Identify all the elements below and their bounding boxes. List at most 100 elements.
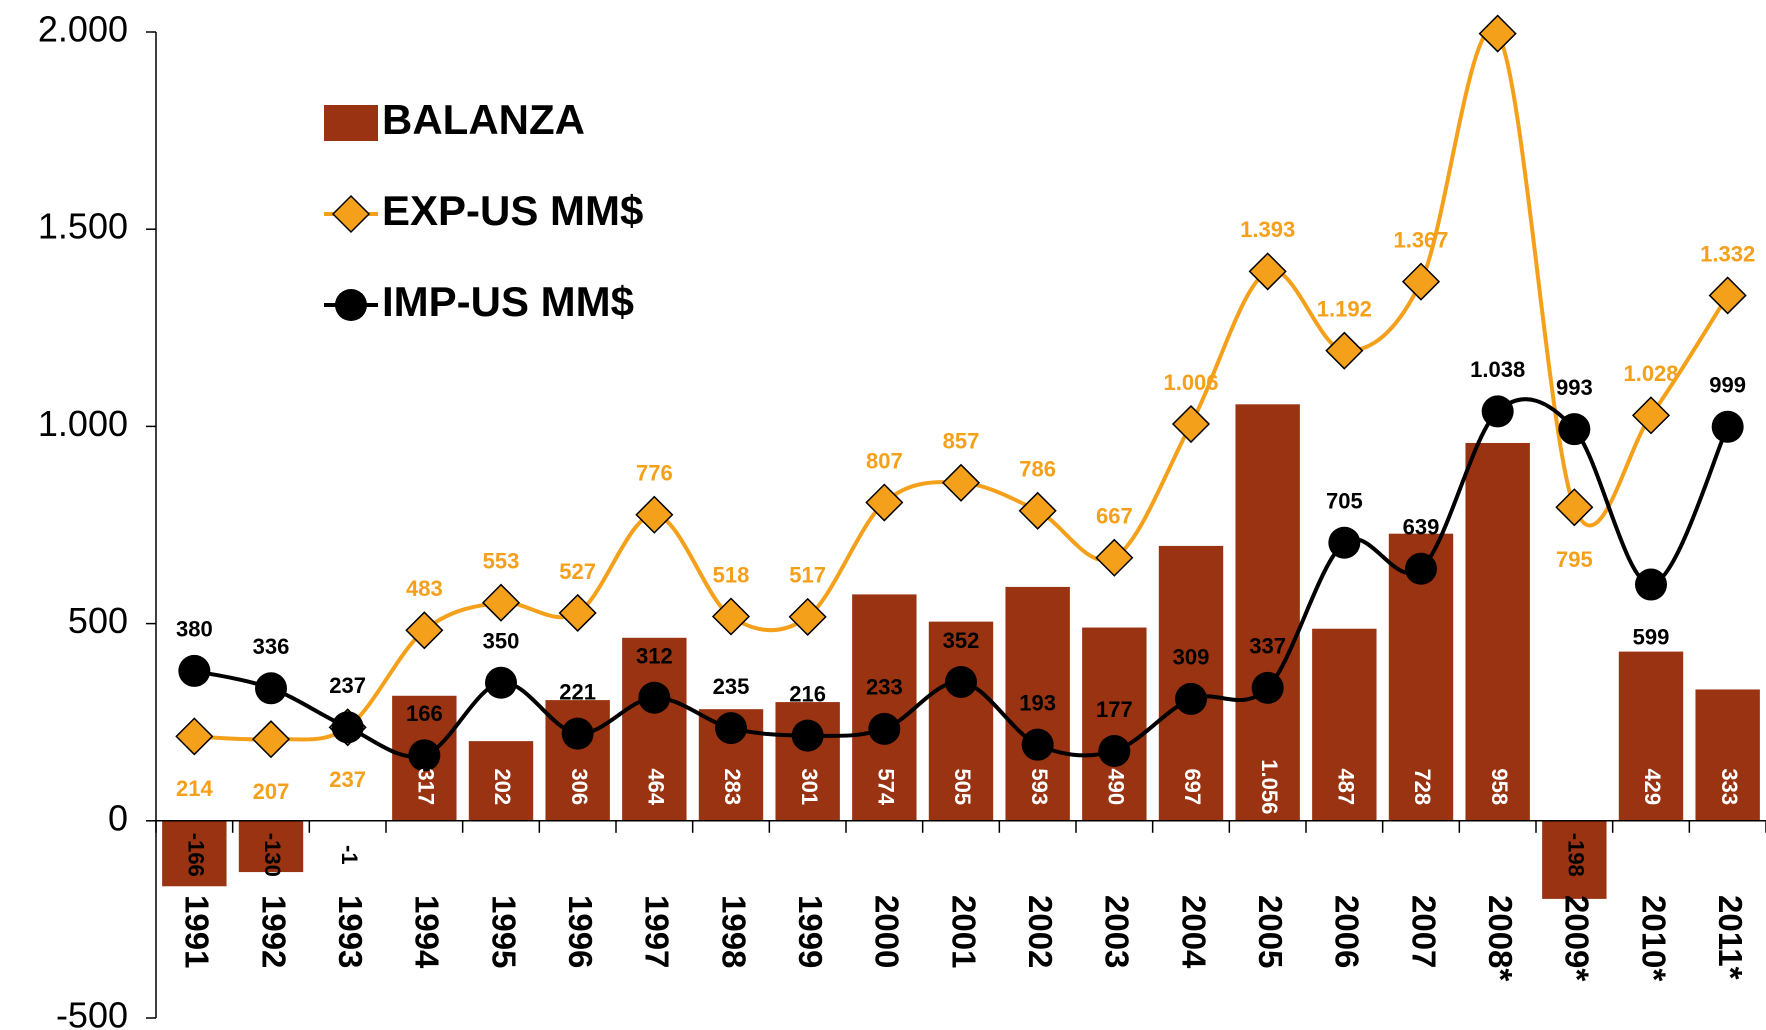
diamond-marker bbox=[1401, 262, 1441, 301]
x-tick-label: 1999 bbox=[792, 895, 829, 968]
diamond-marker bbox=[711, 597, 751, 636]
point-label: 786 bbox=[1019, 457, 1056, 482]
point-label: 1.996 bbox=[1470, 0, 1525, 4]
circle-marker bbox=[1021, 728, 1054, 761]
y-tick-label: 0 bbox=[108, 797, 128, 838]
bar bbox=[852, 594, 917, 821]
point-label: 193 bbox=[1019, 690, 1056, 715]
point-label: 483 bbox=[406, 576, 443, 601]
y-tick-label: 2.000 bbox=[38, 9, 128, 50]
diamond-marker bbox=[405, 611, 444, 650]
x-tick-label: 1993 bbox=[332, 895, 369, 968]
point-label: 237 bbox=[329, 673, 366, 698]
bar bbox=[1618, 651, 1684, 821]
point-label: 337 bbox=[1249, 634, 1286, 659]
bar-label: 697 bbox=[1180, 768, 1205, 805]
point-label: 237 bbox=[329, 767, 366, 792]
bar-label: 202 bbox=[490, 768, 515, 805]
circle-marker bbox=[1175, 682, 1207, 715]
bar-label: -130 bbox=[260, 833, 285, 877]
x-tick-label: 2005 bbox=[1252, 895, 1289, 968]
bar-label: 490 bbox=[1104, 768, 1129, 805]
diamond-marker bbox=[1631, 396, 1671, 435]
point-label: 312 bbox=[636, 644, 673, 669]
bar-label: 301 bbox=[797, 768, 822, 805]
point-label: 1.006 bbox=[1163, 370, 1218, 395]
point-label: 177 bbox=[1096, 697, 1133, 722]
y-tick-label: 500 bbox=[68, 600, 128, 641]
y-tick-label: 1.500 bbox=[38, 206, 128, 247]
point-label: 350 bbox=[483, 629, 520, 654]
circle-marker bbox=[561, 717, 594, 750]
point-label: 807 bbox=[866, 448, 903, 473]
point-label: 1.332 bbox=[1700, 241, 1755, 266]
circle-marker bbox=[791, 719, 824, 752]
circle-marker bbox=[638, 681, 671, 714]
point-label: 214 bbox=[176, 776, 213, 801]
bar-label: -1 bbox=[337, 845, 362, 865]
bar bbox=[1312, 628, 1377, 821]
point-label: 336 bbox=[253, 634, 290, 659]
point-label: 667 bbox=[1096, 504, 1133, 529]
point-label: 309 bbox=[1173, 645, 1210, 670]
point-label: 999 bbox=[1709, 373, 1746, 398]
x-tick-label: 2004 bbox=[1175, 895, 1212, 969]
diamond-marker bbox=[558, 593, 597, 633]
diamond-marker bbox=[788, 597, 827, 636]
circle-marker bbox=[868, 712, 901, 745]
diamond-marker bbox=[175, 717, 214, 756]
point-label: 233 bbox=[866, 675, 903, 700]
x-tick-label: 2008* bbox=[1482, 895, 1519, 981]
circle-marker bbox=[1635, 568, 1667, 601]
circle-marker bbox=[178, 654, 211, 687]
circle-marker bbox=[1098, 734, 1131, 767]
circle-marker bbox=[1251, 671, 1284, 704]
bar-label: 317 bbox=[414, 768, 439, 805]
point-label: 993 bbox=[1556, 375, 1593, 400]
circle-marker bbox=[1328, 526, 1361, 559]
circle-marker bbox=[715, 712, 747, 745]
bar-label: -198 bbox=[1564, 833, 1589, 877]
point-label: 517 bbox=[789, 563, 826, 588]
legend-swatch bbox=[324, 105, 378, 141]
diamond-marker bbox=[1248, 252, 1287, 291]
bar bbox=[162, 820, 227, 887]
point-label: 221 bbox=[559, 679, 596, 704]
x-tick-label: 2003 bbox=[1099, 895, 1136, 968]
bar-label: -166 bbox=[184, 833, 209, 877]
legend-marker bbox=[335, 289, 367, 321]
bar bbox=[622, 637, 687, 821]
point-label: 166 bbox=[406, 701, 443, 726]
circle-marker bbox=[331, 711, 364, 744]
bar-label: 333 bbox=[1717, 768, 1742, 805]
x-tick-label: 1991 bbox=[179, 895, 216, 968]
legend-label: BALANZA bbox=[382, 96, 585, 143]
bar-label: 306 bbox=[567, 768, 592, 805]
diamond-marker bbox=[1018, 491, 1057, 530]
point-label: 1.038 bbox=[1470, 357, 1525, 382]
legend-marker bbox=[331, 194, 371, 234]
x-tick-label: 2007 bbox=[1405, 895, 1442, 968]
x-tick-label: 2001 bbox=[945, 895, 982, 968]
bar-label: 429 bbox=[1640, 768, 1665, 805]
diamond-marker bbox=[1555, 488, 1594, 527]
x-tick-label: 1992 bbox=[255, 895, 292, 968]
point-label: 1.192 bbox=[1317, 296, 1372, 321]
x-tick-label: 1994 bbox=[409, 895, 446, 969]
bar bbox=[1082, 627, 1147, 821]
x-tick-label: 1997 bbox=[639, 895, 676, 968]
diamond-marker bbox=[1478, 14, 1517, 53]
bar bbox=[1465, 442, 1530, 821]
diamond-marker bbox=[1708, 276, 1747, 315]
point-label: 705 bbox=[1326, 489, 1363, 514]
x-tick-label: 2010* bbox=[1635, 895, 1672, 981]
y-tick-label: 1.000 bbox=[38, 403, 128, 444]
point-label: 1.028 bbox=[1623, 361, 1678, 386]
x-tick-label: 1995 bbox=[485, 895, 522, 968]
bar-label: 487 bbox=[1334, 768, 1359, 805]
diamond-marker bbox=[1171, 404, 1211, 444]
bar-label: 464 bbox=[644, 768, 669, 805]
diamond-marker bbox=[865, 483, 904, 522]
bar bbox=[238, 820, 304, 873]
x-tick-label: 2011* bbox=[1712, 895, 1749, 980]
